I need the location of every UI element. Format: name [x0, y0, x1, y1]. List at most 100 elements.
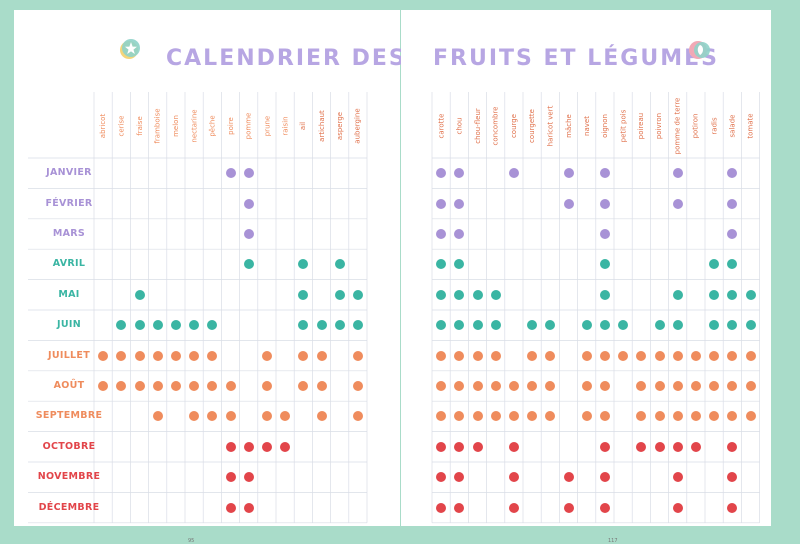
season-dot: [207, 350, 218, 361]
season-dot: [727, 289, 738, 300]
grid-right: [431, 92, 760, 524]
season-dot: [727, 441, 738, 452]
season-dot: [116, 350, 127, 361]
season-dot: [436, 472, 447, 483]
col-head-label: poire: [226, 117, 235, 135]
season-dot: [618, 350, 629, 361]
month-label: AOÛT: [53, 380, 85, 391]
season-dot: [745, 381, 756, 391]
season-dot: [436, 320, 447, 331]
season-dot: [280, 411, 291, 422]
season-dot: [298, 350, 309, 361]
right-col-head: concombre: [489, 96, 503, 148]
season-dot: [581, 411, 592, 422]
season-dot: [472, 411, 483, 422]
month-label: MARS: [52, 228, 86, 239]
season-dot: [225, 502, 236, 513]
grid-left: [28, 92, 368, 524]
season-dot: [709, 320, 720, 331]
season-dot: [189, 411, 200, 422]
right-col-head: radis: [707, 96, 721, 148]
season-dot: [134, 320, 145, 331]
season-dot: [316, 350, 327, 361]
season-dot: [599, 320, 610, 331]
season-dot: [727, 320, 738, 331]
right-page: FRUITS ET LÉGUMES carotte chou chou-fleur c…: [401, 10, 771, 544]
season-dot: [243, 198, 254, 209]
season-dot: [134, 381, 145, 391]
season-dot: [225, 411, 236, 422]
col-head-label: ail: [299, 121, 308, 131]
season-dot: [454, 198, 465, 209]
leaf-badge-icon: [688, 38, 712, 62]
col-head-label: oignon: [600, 114, 609, 138]
month-label: JUILLET: [48, 349, 90, 361]
season-dot: [599, 229, 610, 239]
left-col-head: pêche: [205, 96, 219, 148]
season-dot: [672, 472, 683, 483]
right-col-head: poireau: [634, 96, 648, 148]
col-head-label: artichaut: [317, 110, 326, 142]
season-dot: [599, 198, 610, 209]
season-dot: [436, 198, 447, 209]
season-dot: [454, 320, 465, 331]
season-dot: [472, 320, 483, 331]
season-dot: [170, 381, 181, 391]
season-dot: [261, 411, 272, 422]
left-col-head: abricot: [96, 96, 110, 148]
season-dot: [672, 198, 683, 209]
season-dot: [316, 381, 327, 391]
col-head-label: pêche: [208, 115, 217, 137]
col-head-label: fraise: [135, 116, 144, 136]
right-col-head: tomate: [744, 96, 758, 148]
season-dot: [508, 381, 519, 391]
season-dot: [527, 411, 538, 422]
season-dot: [225, 472, 236, 483]
season-dot: [436, 229, 447, 239]
season-dot: [436, 411, 447, 422]
month-label: OCTOBRE: [42, 440, 96, 452]
season-dot: [243, 229, 254, 239]
col-head-label: cerise: [117, 115, 126, 137]
season-dot: [654, 441, 665, 452]
season-dot: [672, 289, 683, 300]
right-col-head: salade: [725, 96, 739, 148]
season-dot: [527, 350, 538, 361]
season-dot: [599, 168, 610, 179]
season-dot: [334, 259, 345, 270]
right-col-head: potiron: [689, 96, 703, 148]
season-dot: [745, 289, 756, 300]
season-dot: [454, 472, 465, 483]
season-dot: [472, 441, 483, 452]
season-dot: [116, 320, 127, 331]
month-label: JUIN: [57, 319, 81, 331]
col-head-label: concombre: [491, 106, 500, 146]
season-dot: [454, 502, 465, 513]
season-dot: [581, 350, 592, 361]
month-label: AVRIL: [52, 258, 86, 270]
season-dot: [672, 411, 683, 422]
season-dot: [508, 441, 519, 452]
col-head-label: asperge: [335, 111, 344, 141]
season-dot: [472, 289, 483, 300]
season-dot: [152, 320, 163, 331]
col-head-label: petit pois: [619, 109, 628, 143]
season-dot: [490, 381, 501, 391]
season-dot: [189, 350, 200, 361]
season-dot: [298, 320, 309, 331]
season-dot: [599, 289, 610, 300]
right-col-head: courgette: [525, 96, 539, 148]
month-label: DÉCEMBRE: [38, 501, 100, 513]
season-dot: [454, 441, 465, 452]
col-head-label: potiron: [691, 113, 700, 139]
left-col-head: raisin: [278, 96, 292, 148]
season-dot: [709, 381, 720, 391]
season-dot: [472, 350, 483, 361]
season-dot: [280, 441, 291, 452]
season-dot: [352, 320, 363, 331]
season-dot: [654, 381, 665, 391]
season-dot: [545, 350, 556, 361]
season-dot: [170, 320, 181, 331]
title-left: CALENDRIER DES: [166, 46, 407, 71]
